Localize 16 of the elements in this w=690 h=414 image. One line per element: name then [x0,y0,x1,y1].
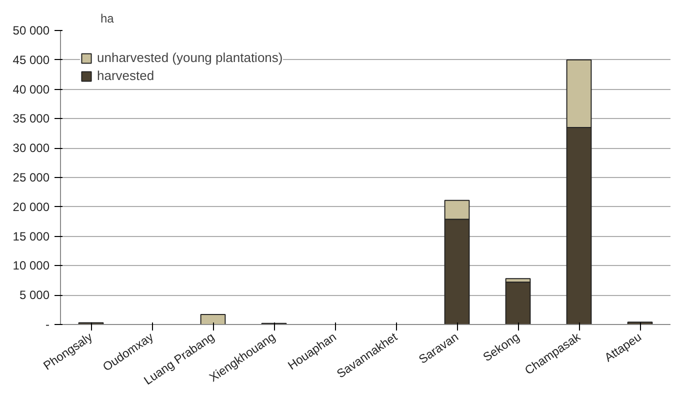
y-tick-label: 30 000 [12,141,50,156]
bar [200,314,226,324]
y-tick-label: 15 000 [12,229,50,244]
y-tick-label: 25 000 [12,170,50,184]
y-tick-label: 20 000 [12,200,50,214]
y-tick-label: 35 000 [12,112,50,126]
bar [505,282,531,324]
legend-label: unharvested (young plantations) [97,50,283,65]
y-tick-label: 50 000 [12,24,50,38]
y-axis-title: ha [100,12,114,26]
y-tick-label: 40 000 [12,82,50,96]
y-tick-label: 45 000 [12,52,50,67]
legend-label: harvested [97,68,154,83]
y-tick-label: 5 000 [19,288,50,302]
y-tick-label: - [46,318,50,332]
y-tick-label: 10 000 [12,258,50,273]
